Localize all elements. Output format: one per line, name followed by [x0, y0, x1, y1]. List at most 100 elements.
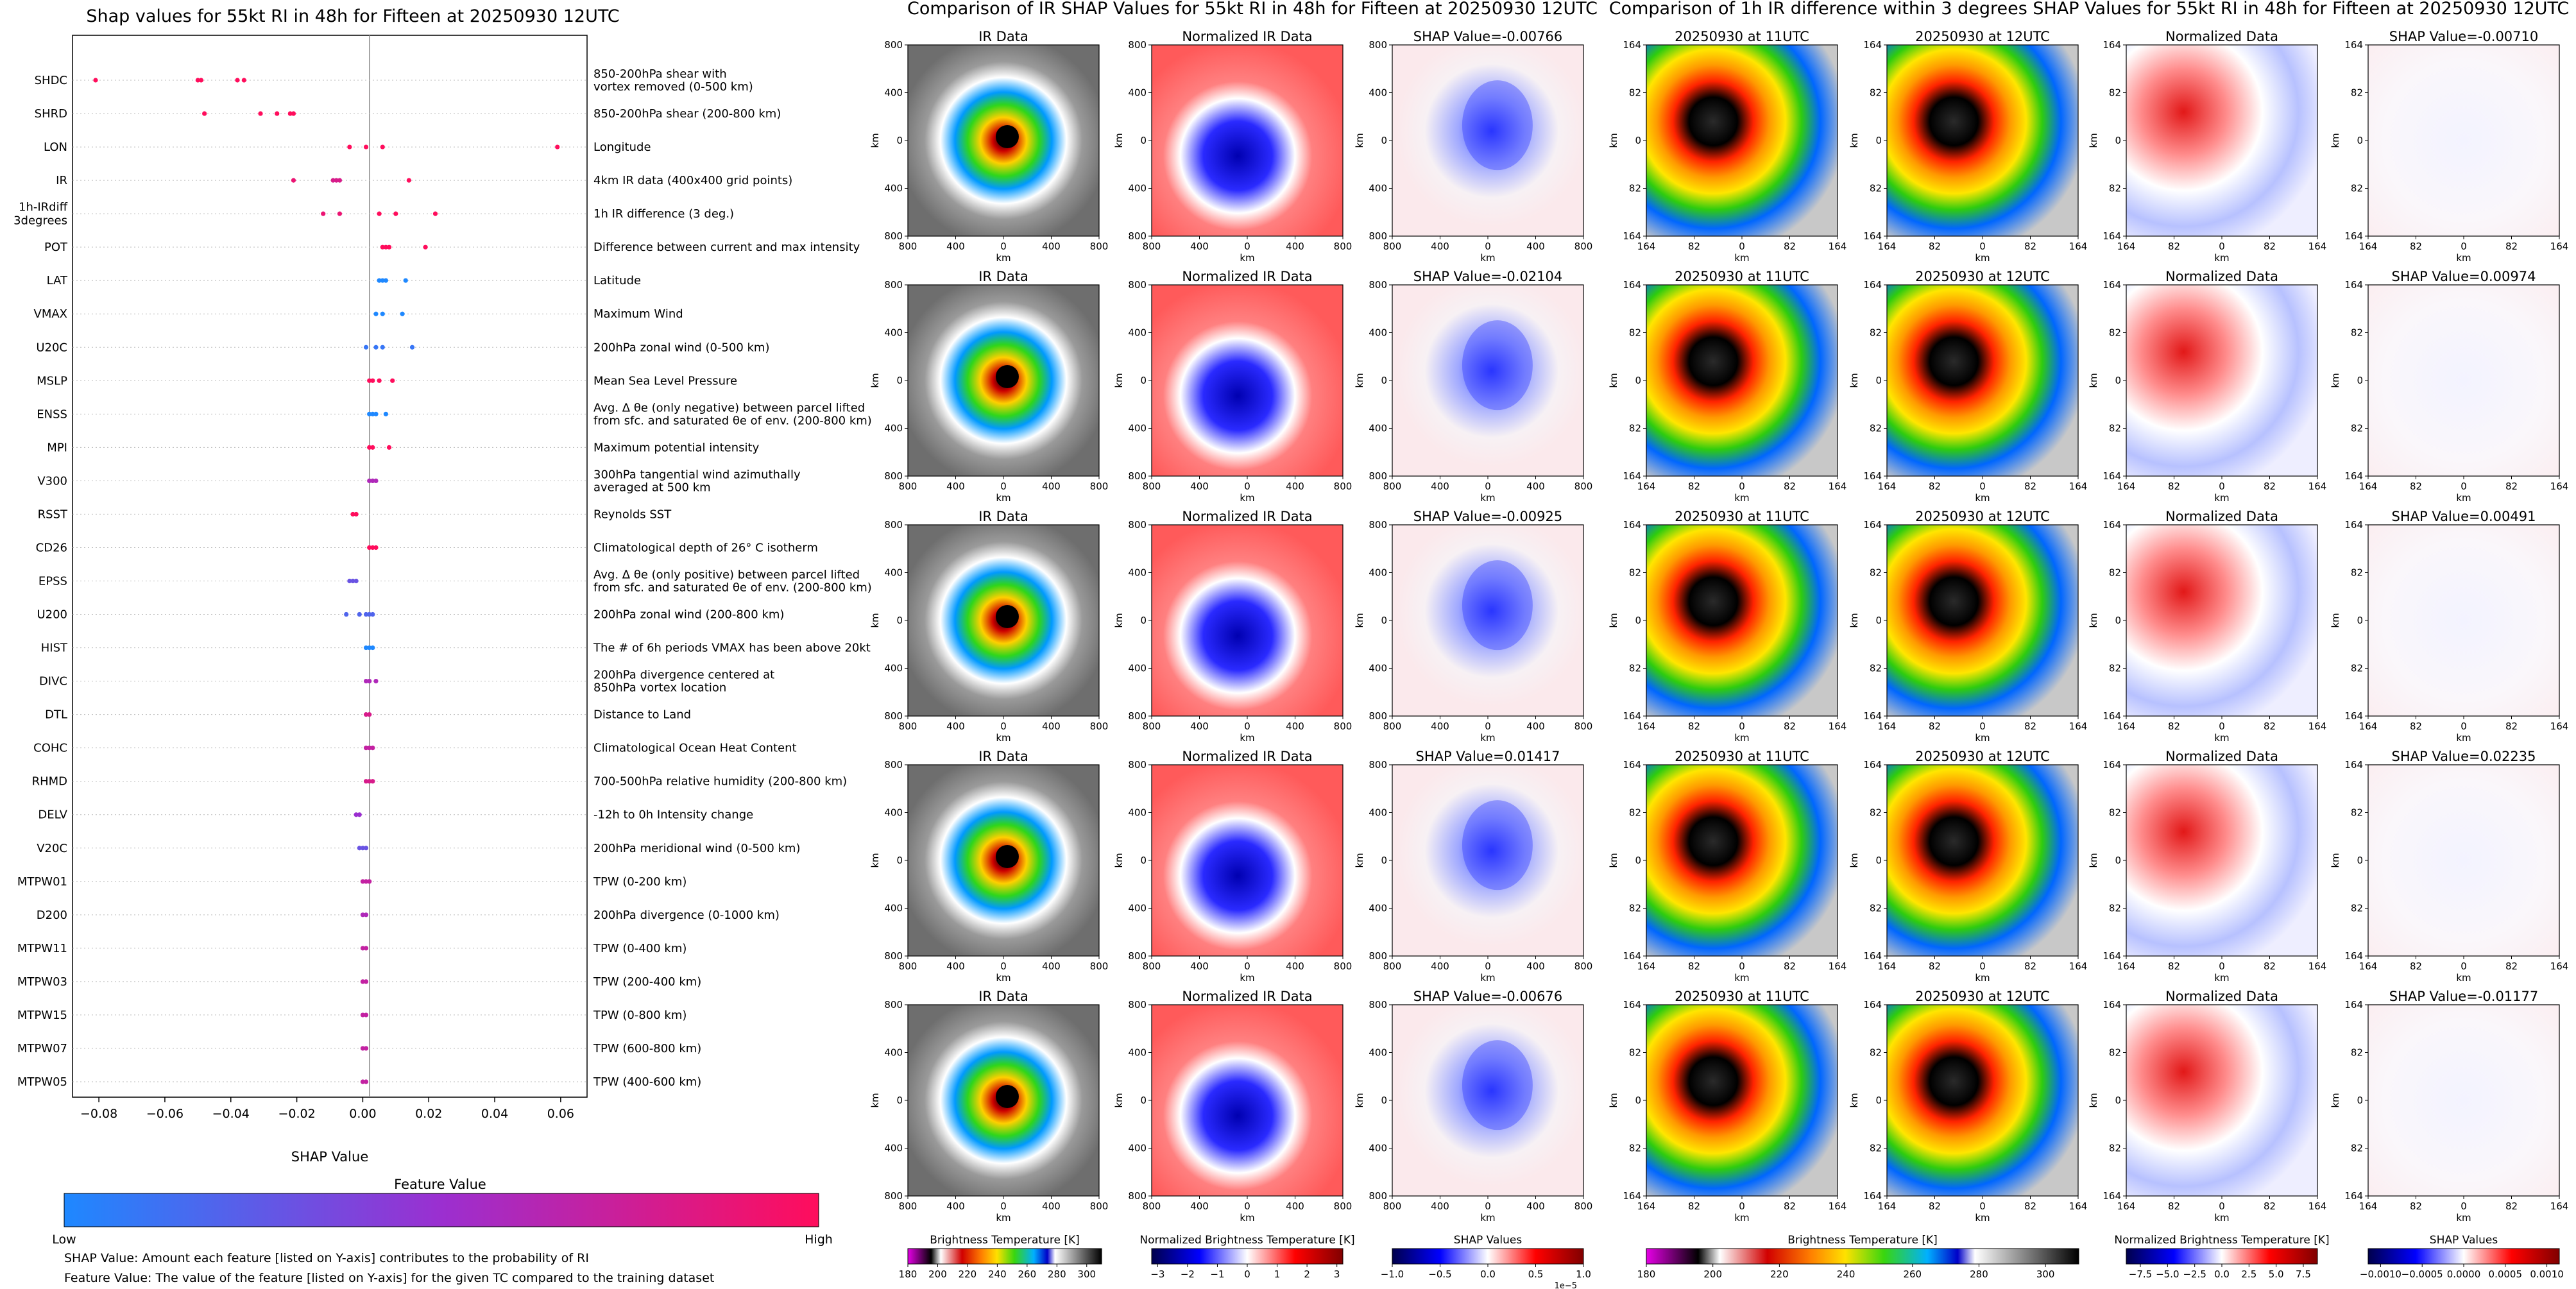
heatmap-y-tick-label: 400	[1128, 663, 1147, 674]
heatmap-y-tick-label: 82	[1629, 567, 1641, 579]
heatmap-x-label: km	[1975, 1212, 1990, 1224]
shap-point	[287, 111, 293, 116]
heatmap-y-tick-label: 0	[1875, 615, 1882, 626]
heatmap-x-tick-label: 0	[1485, 1200, 1491, 1212]
heatmap-x-tick-label: 164	[2359, 1200, 2378, 1212]
heatmap-x-label: km	[1734, 1212, 1749, 1224]
heatmap-x-tick-label: 0	[2461, 241, 2467, 252]
heatmap-x-tick-label: 400	[946, 241, 965, 252]
heatmap-y-tick-label: 0	[896, 855, 903, 866]
feature-name-label: MTPW07	[17, 1042, 67, 1055]
feature-name-label: DTL	[45, 708, 67, 722]
heatmap-y-label: km	[2330, 613, 2341, 627]
feature-description-label: TPW (0-200 km)	[593, 875, 687, 889]
colorbar-label: Normalized Brightness Temperature [K]	[1139, 1234, 1354, 1247]
heatmap-y-tick-label: 82	[2351, 567, 2363, 579]
feature-description-label: TPW (400-600 km)	[593, 1075, 701, 1089]
heatmap-y-label: km	[2330, 1093, 2341, 1107]
heatmap-y-tick-label: 800	[1128, 230, 1147, 242]
heatmap-y-tick-label: 0	[2115, 375, 2121, 386]
heatmap-y-tick-label: 0	[896, 135, 903, 146]
heatmap-x-tick-label: 800	[899, 1200, 917, 1212]
heatmap-title: 20250930 at 11UTC	[1675, 989, 1809, 1004]
shap-point	[370, 478, 375, 484]
heatmap-y-tick-label: 800	[1128, 950, 1147, 962]
feature-name-label: DIVC	[39, 675, 67, 688]
colorbar-tick-label: 300	[2036, 1268, 2055, 1280]
heatmap-y-tick-label: 0	[1635, 855, 1641, 866]
heatmap-x-tick-label: 400	[1042, 481, 1061, 492]
heatmap-x-label: km	[1240, 732, 1254, 744]
heatmap-x-tick-label: 82	[1929, 241, 1941, 252]
shap-point	[357, 611, 362, 617]
heatmap-x-tick-label: 0	[2461, 960, 2467, 972]
feature-name-label: COHC	[33, 742, 67, 755]
x-tick-label: −0.06	[146, 1107, 183, 1121]
heatmap-x-tick-label: 400	[1042, 721, 1061, 732]
heatmap-x-tick-label: 800	[1143, 481, 1161, 492]
feature-name-label: MPI	[47, 441, 67, 454]
heatmap-title: Normalized IR Data	[1182, 269, 1312, 284]
heatmap-image	[2126, 285, 2317, 476]
heatmap-image	[2368, 765, 2559, 956]
heatmap-x-tick-label: 82	[2264, 1200, 2276, 1212]
heatmap-title: 20250930 at 12UTC	[1915, 509, 2050, 524]
colorbar-low-label: Low	[52, 1233, 76, 1247]
shap-point	[360, 912, 366, 918]
heatmap-x-tick-label: 164	[1829, 1200, 1847, 1212]
heatmap-x-tick-label: 164	[2117, 1200, 2136, 1212]
heatmap-y-label: km	[869, 133, 881, 148]
heatmap-y-tick-label: 164	[2344, 230, 2363, 242]
heatmap-y-tick-label: 164	[2103, 230, 2121, 242]
heatmap-image	[1152, 1005, 1343, 1196]
heatmap-y-label: km	[1354, 613, 1365, 627]
shap-point	[291, 111, 296, 116]
heatmap-image	[1646, 525, 1838, 716]
heatmap-y-label: km	[1608, 1093, 1619, 1107]
heatmap-title: SHAP Value=-0.00766	[1413, 29, 1563, 44]
heatmap-x-tick-label: 0	[1739, 721, 1745, 732]
heatmap-x-label: km	[996, 1212, 1011, 1224]
feature-name-label: V20C	[37, 842, 67, 855]
heatmap-y-tick-label: 82	[1629, 1047, 1641, 1059]
shap-summary-title: Shap values for 55kt RI in 48h for Fifte…	[86, 6, 619, 26]
heatmap-x-tick-label: 82	[2168, 481, 2180, 492]
heatmap-x-tick-label: 800	[1090, 960, 1109, 972]
colorbar-tick-label: 3	[1334, 1268, 1340, 1280]
heatmap-y-tick-label: 0	[2357, 1095, 2363, 1106]
heatmap-y-tick-label: 800	[1128, 710, 1147, 722]
heatmap-y-tick-label: 82	[1870, 1143, 1882, 1154]
heatmap-x-tick-label: 164	[2069, 241, 2088, 252]
colorbar-tick-label: −1.0	[1381, 1268, 1404, 1280]
shap-point	[370, 378, 375, 383]
storm-eye	[995, 605, 1019, 629]
heatmap-y-tick-label: 164	[2103, 470, 2121, 482]
shap-point	[360, 946, 366, 951]
colorbar-tick-label: 220	[959, 1268, 977, 1280]
heatmap-x-tick-label: 800	[1143, 1200, 1161, 1212]
shap-point	[373, 345, 379, 350]
feature-description-label: Avg. Δ θe (only positive) between parcel…	[593, 568, 860, 582]
heatmap-title: Normalized Data	[2165, 749, 2278, 764]
heatmap-x-tick-label: 800	[899, 241, 917, 252]
heatmap-x-label: km	[2214, 732, 2229, 744]
heatmap-x-tick-label: 400	[1286, 1200, 1304, 1212]
heatmap-x-tick-label: 800	[1383, 241, 1402, 252]
shap-point	[406, 178, 411, 183]
heatmap-x-tick-label: 400	[1431, 721, 1449, 732]
shap-point	[370, 445, 375, 450]
colorbar-gradient	[907, 1248, 1102, 1265]
heatmap-x-tick-label: 800	[1383, 960, 1402, 972]
colorbar-tick-label: 0.0	[1480, 1268, 1496, 1280]
heatmap-x-tick-label: 400	[1190, 481, 1209, 492]
heatmap-y-label: km	[869, 853, 881, 867]
heatmap-x-tick-label: 400	[946, 960, 965, 972]
heatmap-image	[1152, 525, 1343, 716]
heatmap-image	[1887, 1005, 2078, 1196]
heatmap-y-tick-label: 0	[2115, 615, 2121, 626]
shap-point	[367, 679, 372, 684]
heatmap-x-tick-label: 164	[1637, 241, 1656, 252]
heatmap-y-tick-label: 800	[884, 710, 903, 722]
shap-point	[367, 879, 372, 884]
